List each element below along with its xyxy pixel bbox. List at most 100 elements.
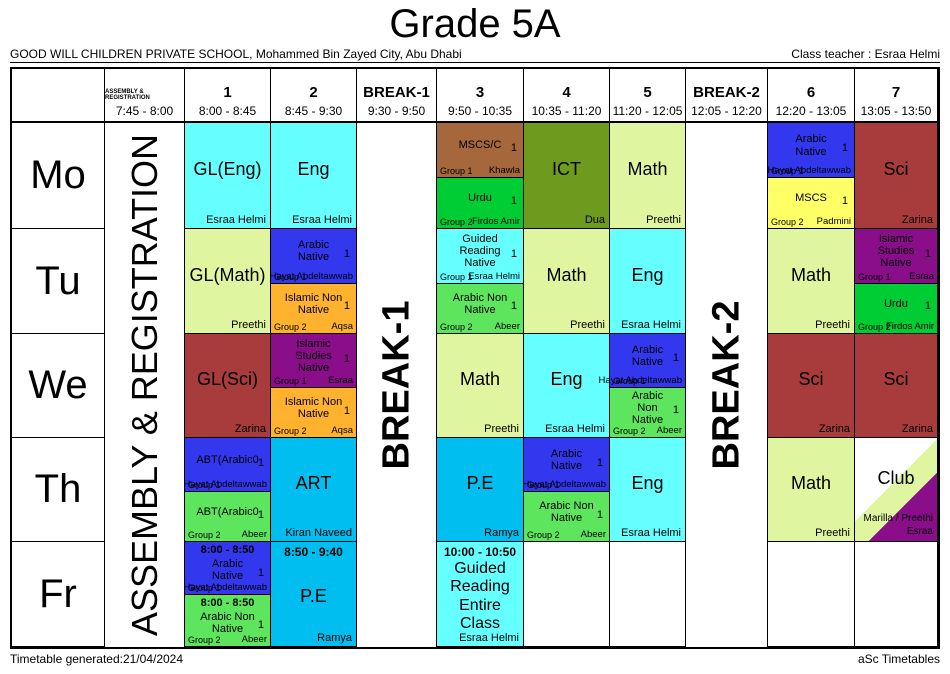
assembly-band: ASSEMBLY & REGISTRATION (105, 123, 185, 647)
lesson-subject: GL(Math) (189, 264, 266, 285)
period-time: 8:00 - 8:45 (198, 104, 257, 118)
lesson-subject-wrap: P.E (437, 438, 523, 541)
header-cell-p5: 5 11:20 - 12:05 (610, 69, 686, 123)
lesson-teachers: Marilla / Preethi Esraa (864, 513, 933, 538)
lesson-teacher: Aqsa (331, 321, 353, 332)
lesson-subject-wrap: GL(Eng) (185, 123, 270, 228)
lesson-group: Group 2 (527, 530, 560, 540)
lesson-cell-mo-p1: GL(Eng) Esraa Helmi (185, 123, 271, 229)
lesson-teacher: Kiran Naveed (285, 527, 352, 539)
day-label: Fr (39, 571, 77, 616)
lesson-time: 8:00 - 8:50 (200, 544, 255, 556)
period-time: 8:45 - 9:30 (284, 104, 343, 118)
lesson-group: Group 2 (188, 530, 221, 540)
lesson-subject-wrap: Eng (610, 438, 685, 541)
lesson-teacher: Abeer (241, 529, 267, 540)
lesson-subject: Arabic Native (795, 133, 827, 158)
lesson-subject-wrap: Islamic Studies Native 1 (855, 229, 937, 283)
lesson-teacher: Hayat Abdeltawwab (183, 581, 267, 593)
period-time: 9:50 - 10:35 (447, 104, 513, 118)
lesson-number: 1 (343, 404, 350, 417)
period-label: 1 (223, 84, 232, 101)
break2-band: BREAK-2 (686, 123, 768, 647)
lesson-cell-fr-p5 (610, 542, 686, 647)
lesson-teacher: Hayat Abdeltawwab (269, 270, 353, 282)
lesson-number: 1 (343, 247, 350, 260)
footer-brand: aSc Timetables (857, 652, 940, 666)
period-label: BREAK-2 (693, 84, 760, 101)
lesson-subject-wrap: P.E (271, 559, 356, 646)
lesson-cell-we-p3: Math Preethi (437, 334, 524, 438)
lesson-subject-wrap: GL(Sci) (185, 334, 270, 437)
lesson-subject-wrap: Math (610, 123, 685, 228)
lesson-group: Group 1 (613, 375, 646, 386)
lesson-number: 1 (257, 619, 264, 632)
lesson-subject: Sci (798, 369, 824, 390)
lesson-teacher: Preethi (231, 319, 266, 331)
lesson-teacher: Hayat Abdeltawwab (598, 374, 682, 386)
lesson-subject: GL(Sci) (196, 369, 258, 390)
lesson-subject: Islamic Studies Native (877, 233, 915, 270)
day-label-we: We (12, 334, 105, 438)
lesson-sub-top: Islamic Studies Native 1 Group 1 Esraa (855, 229, 937, 284)
lesson-subject-wrap: Arabic Native 1 (185, 556, 270, 594)
lesson-cell-we-p4: Eng Esraa Helmi (524, 334, 610, 438)
lesson-teacher: Zarina (234, 423, 266, 435)
header-cell-assembly: ASSEMBLY & REGISTRATION 7:45 - 8:00 (105, 69, 185, 123)
lesson-teacher: Esraa Helmi (206, 214, 266, 226)
header-cell-p6: 6 12:20 - 13:05 (768, 69, 855, 123)
lesson-group: Group 1 (858, 271, 891, 282)
lesson-subject: Math (790, 264, 832, 285)
lesson-subject-wrap: Math (768, 229, 854, 333)
lesson-subject-wrap: Sci (855, 123, 937, 228)
lesson-subject-wrap: Math (524, 229, 609, 333)
lesson-sub-bottom: Islamic Non Native 1 Group 2 Aqsa (271, 283, 356, 333)
lesson-subject-wrap: Eng (524, 334, 609, 437)
lesson-subject-wrap: ABT(Arabic0 1 (185, 492, 270, 541)
lesson-subject-wrap: Sci (768, 334, 854, 437)
lesson-number: 1 (596, 508, 603, 521)
lesson-teacher: Hayat Abdeltawwab (767, 165, 851, 177)
lesson-teacher: Preethi (815, 319, 850, 331)
lesson-subject-wrap: Arabic Non Native 1 (610, 388, 685, 437)
lesson-subject-wrap: ICT (524, 123, 609, 228)
lesson-subject: Arabic Native (297, 239, 330, 264)
lesson-subject-wrap: Eng (610, 229, 685, 333)
period-time: 12:20 - 13:05 (775, 104, 847, 118)
lesson-number: 1 (841, 142, 848, 155)
lesson-subject-wrap: Islamic Non Native 1 (271, 284, 356, 333)
lesson-subject-wrap: Eng (271, 123, 356, 228)
period-label: BREAK-1 (363, 84, 430, 101)
lesson-cell-th-p1: ABT(Arabic0 1 Group 1 Hayat Abdeltawwab ABT(… (184, 438, 271, 542)
day-label-th: Th (12, 438, 105, 542)
lesson-subject-wrap: MSCS/C 1 (437, 123, 523, 177)
lesson-sub-bottom: 8:00 - 8:50 Arabic Non Native 1 Group 2 Abee… (185, 594, 270, 646)
lesson-subject: Arabic Native (550, 447, 583, 473)
lesson-group: Group 1 (188, 480, 221, 491)
assembly-band-label: ASSEMBLY & REGISTRATION (123, 133, 165, 637)
lesson-cell-th-p7: Club Marilla / Preethi Esraa (855, 438, 938, 542)
header-cell-p3: 3 9:50 - 10:35 (437, 69, 524, 123)
lesson-cell-fr-p7 (855, 542, 938, 647)
lesson-group: Group 1 (771, 166, 804, 177)
lesson-group: Group 2 (274, 426, 307, 436)
lesson-number: 1 (343, 300, 350, 313)
lesson-number: 1 (672, 352, 679, 365)
lesson-subject: Arabic Native (211, 558, 244, 583)
lesson-number: 1 (257, 456, 264, 469)
lesson-sub-top: Arabic Native 1 Group 1 Hayat Abdeltawwab (269, 229, 356, 284)
lesson-teacher: Esraa Helmi (292, 214, 352, 226)
lesson-teacher: Abeer (494, 321, 520, 332)
lesson-group: Group 2 (440, 322, 473, 332)
lesson-subject-wrap: Club (855, 438, 937, 541)
header-cell-p7: 7 13:05 - 13:50 (855, 69, 938, 123)
lesson-sub-bottom: ABT(Arabic0 1 Group 2 Abeer (185, 492, 270, 541)
lesson-cell-th-p6: Math Preethi (768, 438, 855, 542)
lesson-teacher: Marilla / Preethi (863, 513, 933, 524)
lesson-number: 1 (510, 142, 517, 155)
lesson-cell-we-p6: Sci Zarina (768, 334, 855, 438)
lesson-subject: Math (790, 473, 832, 494)
period-label: 3 (475, 84, 485, 101)
lesson-cell-mo-p3: MSCS/C 1 Group 1 Khawla Urdu 1 Group 2 Firdos A… (437, 123, 524, 229)
